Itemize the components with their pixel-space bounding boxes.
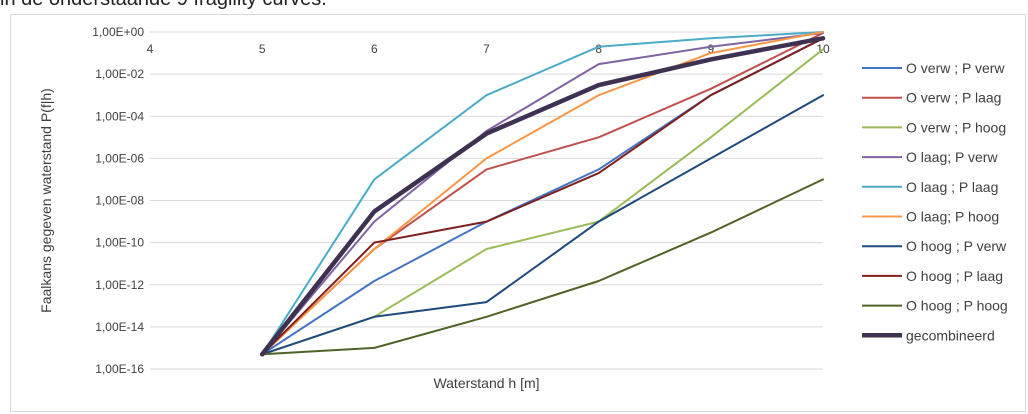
y-gridlines (150, 31, 823, 370)
page-caption: in de onderstaande 9 fragility curves. (0, 0, 327, 11)
series-line (261, 31, 824, 356)
x-tick-label: 9 (707, 42, 714, 56)
x-tick-label: 4 (147, 42, 154, 56)
y-tick-label: 1,00E-14 (95, 320, 144, 334)
series-line (261, 37, 824, 356)
series-line (261, 32, 824, 356)
y-tick-label: 1,00E-16 (95, 362, 144, 376)
y-tick-labels: 1,00E-16 1,00E-14 1,00E-12 1,00E-10 1,00E-08… (92, 25, 144, 376)
legend-label: O laag; P verw (906, 149, 998, 165)
x-tick-label: 6 (371, 42, 378, 56)
y-tick-label: 1,00E-08 (95, 194, 144, 208)
y-axis-title: Faalkans gegeven waterstand P(f|h) (38, 88, 54, 313)
y-tick-label: 1,00E+00 (92, 25, 144, 39)
y-tick-label: 1,00E-12 (95, 278, 144, 292)
series-line (259, 36, 826, 357)
series-lines (259, 31, 826, 357)
legend-label: O verw ; P hoog (906, 119, 1006, 135)
y-tick-label: 1,00E-04 (95, 109, 144, 123)
series-line (261, 48, 824, 356)
legend-label: O hoog ; P laag (906, 268, 1003, 284)
x-tick-label: 8 (595, 42, 602, 56)
y-tick-label: 1,00E-10 (95, 236, 144, 250)
legend-label: O hoog ; P verw (906, 238, 1007, 254)
series-line (261, 94, 824, 356)
legend-label: O laag; P hoog (906, 209, 999, 225)
legend-label: O hoog ; P hoog (906, 298, 1008, 314)
series-line (261, 178, 824, 356)
x-tick-label: 7 (483, 42, 490, 56)
chart-frame (10, 14, 1026, 412)
y-tick-label: 1,00E-02 (95, 67, 144, 81)
x-axis-title: Waterstand h [m] (433, 375, 539, 391)
series-line (261, 31, 824, 356)
legend: O verw ; P verw O verw ; P laag O verw ; P… (862, 60, 1008, 343)
legend-label: O verw ; P verw (906, 60, 1005, 76)
x-tick-label: 5 (259, 42, 266, 56)
legend-label: O verw ; P laag (906, 90, 1001, 106)
y-tick-label: 1,00E-06 (95, 151, 144, 165)
legend-label: gecombineerd (906, 327, 995, 343)
legend-label: O laag ; P laag (906, 179, 998, 195)
